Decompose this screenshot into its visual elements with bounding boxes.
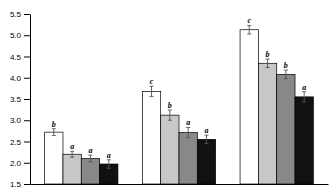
error-bar (150, 86, 154, 96)
error-bar (302, 92, 306, 102)
bar (240, 30, 258, 184)
letter: c (150, 77, 154, 86)
error-bar-stem (72, 151, 73, 157)
letter: a (204, 126, 208, 135)
error-bar-cap (204, 143, 208, 144)
y-tick-mark (24, 35, 30, 36)
bar (142, 91, 160, 184)
y-tick-label: 1.5 (10, 180, 22, 189)
error-bar-stem (151, 86, 152, 96)
error-bar (266, 59, 270, 68)
y-tick-label: 5.5 (10, 10, 22, 19)
y-tick: 1.5 (10, 180, 30, 189)
y-tick-label: 4.0 (10, 74, 22, 83)
error-bar-cap (88, 161, 92, 162)
y-tick-label: 3.5 (10, 95, 22, 104)
error-bar-stem (206, 135, 207, 144)
error-bar (70, 151, 74, 157)
marks (45, 25, 314, 184)
y-tick-mark (24, 163, 30, 164)
error-bar-stem (90, 155, 91, 162)
letter: b (52, 120, 56, 129)
bar (161, 115, 179, 184)
error-bar (52, 129, 56, 136)
letters: b c c a b b a a b a a a (52, 16, 306, 159)
y-axis-line (30, 15, 31, 185)
y-tick-label: 2.0 (10, 159, 22, 168)
letter: a (302, 83, 306, 92)
error-bar-cap (284, 78, 288, 79)
y-tick: 3.5 (10, 95, 30, 104)
y-tick: 3.0 (10, 116, 30, 125)
error-bar (284, 70, 288, 79)
y-tick: 5.0 (10, 31, 30, 40)
y-tick: 4.0 (10, 74, 30, 83)
y-tick-mark (24, 99, 30, 100)
y-tick-label: 5.0 (10, 31, 22, 40)
error-bar (247, 25, 251, 33)
error-bar-stem (188, 127, 189, 137)
error-bar-stem (249, 25, 250, 33)
error-bar-cap (168, 120, 172, 121)
bar (63, 154, 81, 184)
letter: b (168, 101, 172, 110)
error-bar-stem (108, 160, 109, 169)
bar (45, 132, 63, 184)
bar (197, 139, 215, 184)
error-bar-stem (53, 129, 54, 136)
bar (258, 63, 276, 184)
y-tick-mark (24, 14, 30, 15)
error-bar (168, 110, 172, 120)
plot: 1.5 2.0 2.5 3.0 3.5 4.0 4.5 5.0 5.5 b c c a b b a a b a a a (10, 10, 329, 189)
y-tick-mark (24, 142, 30, 143)
y-tick-mark (24, 78, 30, 79)
y-tick-label: 4.5 (10, 53, 22, 62)
error-bar-cap (52, 135, 56, 136)
error-bar-stem (304, 92, 305, 102)
error-bar-cap (266, 67, 270, 68)
error-bar-cap (107, 168, 111, 169)
error-bar-stem (169, 110, 170, 120)
bar (81, 159, 99, 185)
error-bar-stem (267, 59, 268, 68)
error-bar (88, 155, 92, 162)
x-axis-line (31, 184, 329, 185)
letter: a (88, 146, 92, 155)
letter: b (284, 61, 288, 70)
error-bar-cap (247, 33, 251, 34)
error-bar-cap (70, 157, 74, 158)
letter: a (70, 142, 74, 151)
y-tick-label: 3.0 (10, 116, 22, 125)
error-bar-stem (285, 70, 286, 79)
y-tick: 4.5 (10, 53, 30, 62)
chart: 1.5 2.0 2.5 3.0 3.5 4.0 4.5 5.0 5.5 b c c a b b a a b a a a (0, 0, 336, 192)
error-bar (186, 127, 190, 137)
error-bar-cap (186, 137, 190, 138)
letter: c (247, 16, 251, 25)
y-tick-mark (24, 120, 30, 121)
bar (179, 133, 197, 184)
bar (295, 97, 313, 184)
letter: b (266, 50, 270, 59)
error-bar-cap (150, 96, 154, 97)
letter: a (186, 118, 190, 127)
y-axis: 1.5 2.0 2.5 3.0 3.5 4.0 4.5 5.0 5.5 (10, 10, 31, 189)
letter: a (107, 151, 111, 160)
y-tick: 5.5 (10, 10, 30, 19)
y-tick-label: 2.5 (10, 138, 22, 147)
bar (277, 74, 295, 184)
y-tick: 2.0 (10, 159, 30, 168)
y-tick: 2.5 (10, 138, 30, 147)
y-tick-mark (24, 184, 30, 185)
y-tick-mark (24, 57, 30, 58)
error-bar (204, 135, 208, 144)
error-bar (107, 160, 111, 169)
error-bar-cap (302, 101, 306, 102)
